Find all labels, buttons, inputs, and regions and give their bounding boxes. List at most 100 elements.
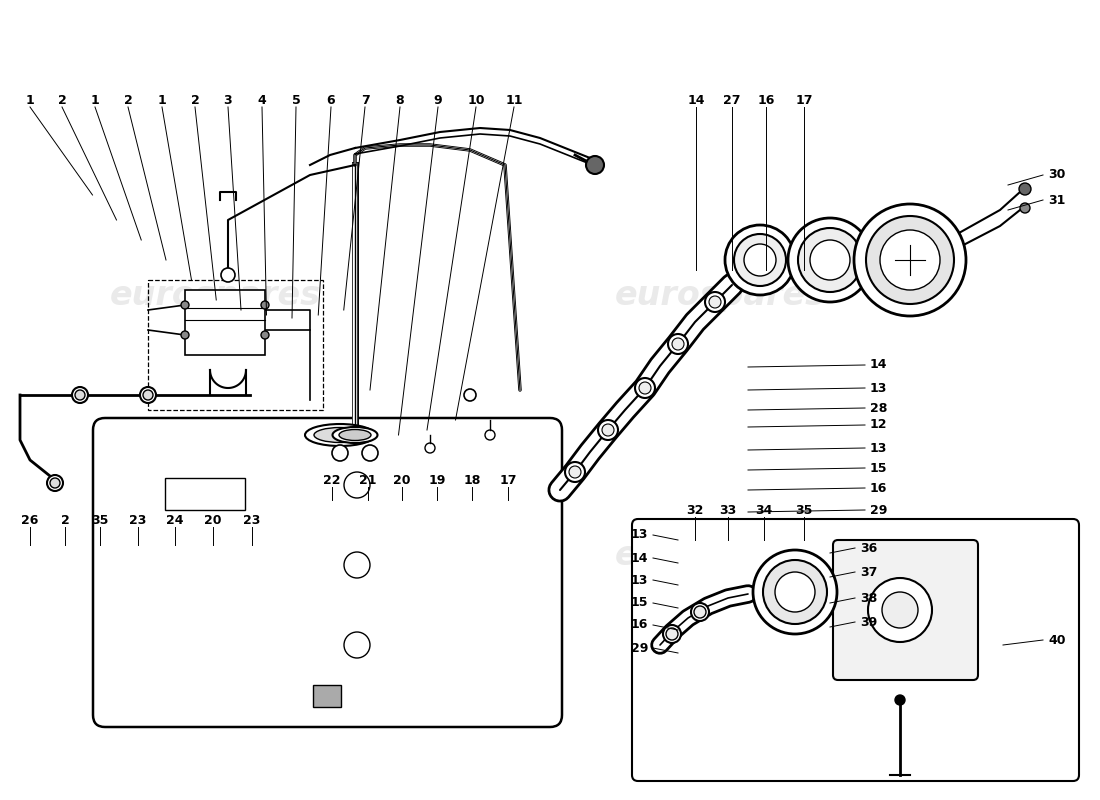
Text: 39: 39 <box>860 615 878 629</box>
Circle shape <box>635 378 654 398</box>
Circle shape <box>344 472 370 498</box>
Circle shape <box>866 216 954 304</box>
Text: 28: 28 <box>870 402 888 414</box>
Text: 1: 1 <box>157 94 166 106</box>
Circle shape <box>663 625 681 643</box>
Text: 2: 2 <box>123 94 132 106</box>
Circle shape <box>362 445 378 461</box>
Text: 34: 34 <box>756 503 772 517</box>
Circle shape <box>763 560 827 624</box>
Ellipse shape <box>339 430 371 441</box>
Circle shape <box>75 390 85 400</box>
Circle shape <box>182 331 189 339</box>
Circle shape <box>666 628 678 640</box>
Text: 19: 19 <box>428 474 446 486</box>
Bar <box>165 478 245 510</box>
Text: 32: 32 <box>686 503 704 517</box>
Text: 15: 15 <box>870 462 888 474</box>
Text: 11: 11 <box>505 94 522 106</box>
Text: 12: 12 <box>870 418 888 431</box>
Circle shape <box>705 292 725 312</box>
Text: 35: 35 <box>91 514 109 526</box>
Text: 14: 14 <box>630 551 648 565</box>
Text: 27: 27 <box>724 94 740 106</box>
Circle shape <box>880 230 940 290</box>
Bar <box>314 685 341 707</box>
FancyBboxPatch shape <box>833 540 978 680</box>
Circle shape <box>140 387 156 403</box>
Circle shape <box>710 296 720 308</box>
Circle shape <box>143 390 153 400</box>
Text: 20: 20 <box>394 474 410 486</box>
Circle shape <box>691 603 710 621</box>
Text: 35: 35 <box>795 503 813 517</box>
FancyBboxPatch shape <box>94 418 562 727</box>
Text: 23: 23 <box>243 514 261 526</box>
Text: 3: 3 <box>223 94 232 106</box>
Text: eurospares: eurospares <box>110 278 320 311</box>
Text: 26: 26 <box>21 514 38 526</box>
Circle shape <box>1020 203 1030 213</box>
Circle shape <box>565 462 585 482</box>
Circle shape <box>221 268 235 282</box>
Bar <box>148 280 323 410</box>
Text: 13: 13 <box>870 442 888 454</box>
Circle shape <box>882 592 918 628</box>
Circle shape <box>734 234 786 286</box>
Text: 9: 9 <box>433 94 442 106</box>
Circle shape <box>776 572 815 612</box>
Circle shape <box>868 578 932 642</box>
Text: 31: 31 <box>1048 194 1066 206</box>
FancyBboxPatch shape <box>632 519 1079 781</box>
Circle shape <box>50 478 60 488</box>
Circle shape <box>602 424 614 436</box>
Circle shape <box>425 443 435 453</box>
Circle shape <box>798 228 862 292</box>
Text: eurospares: eurospares <box>615 278 825 311</box>
Text: 10: 10 <box>468 94 485 106</box>
Text: 21: 21 <box>360 474 376 486</box>
Text: 16: 16 <box>870 482 888 494</box>
Text: 38: 38 <box>860 591 878 605</box>
Text: 17: 17 <box>499 474 517 486</box>
Circle shape <box>895 695 905 705</box>
Text: 33: 33 <box>719 503 737 517</box>
Circle shape <box>261 331 270 339</box>
Text: 13: 13 <box>870 382 888 394</box>
Circle shape <box>854 204 966 316</box>
Text: 20: 20 <box>205 514 222 526</box>
Text: eurospares: eurospares <box>615 538 825 571</box>
Text: 13: 13 <box>630 529 648 542</box>
Circle shape <box>1019 183 1031 195</box>
Circle shape <box>788 218 872 302</box>
Text: 29: 29 <box>630 642 648 654</box>
Text: 24: 24 <box>166 514 184 526</box>
Text: 4: 4 <box>257 94 266 106</box>
Circle shape <box>344 632 370 658</box>
Circle shape <box>569 466 581 478</box>
Circle shape <box>744 244 775 276</box>
Text: 14: 14 <box>688 94 705 106</box>
Text: 16: 16 <box>630 618 648 631</box>
Circle shape <box>332 445 348 461</box>
Circle shape <box>586 156 604 174</box>
Ellipse shape <box>314 427 366 442</box>
Text: 8: 8 <box>396 94 405 106</box>
Text: 17: 17 <box>795 94 813 106</box>
Circle shape <box>725 225 795 295</box>
Text: 1: 1 <box>25 94 34 106</box>
Text: 16: 16 <box>757 94 774 106</box>
Text: 22: 22 <box>323 474 341 486</box>
Text: 6: 6 <box>327 94 336 106</box>
Circle shape <box>754 550 837 634</box>
Circle shape <box>464 389 476 401</box>
Text: 29: 29 <box>870 503 888 517</box>
Text: eurospares: eurospares <box>110 538 320 571</box>
Circle shape <box>810 240 850 280</box>
Circle shape <box>668 334 688 354</box>
Circle shape <box>344 552 370 578</box>
Circle shape <box>639 382 651 394</box>
Text: 40: 40 <box>1048 634 1066 646</box>
Circle shape <box>182 301 189 309</box>
Circle shape <box>694 606 706 618</box>
